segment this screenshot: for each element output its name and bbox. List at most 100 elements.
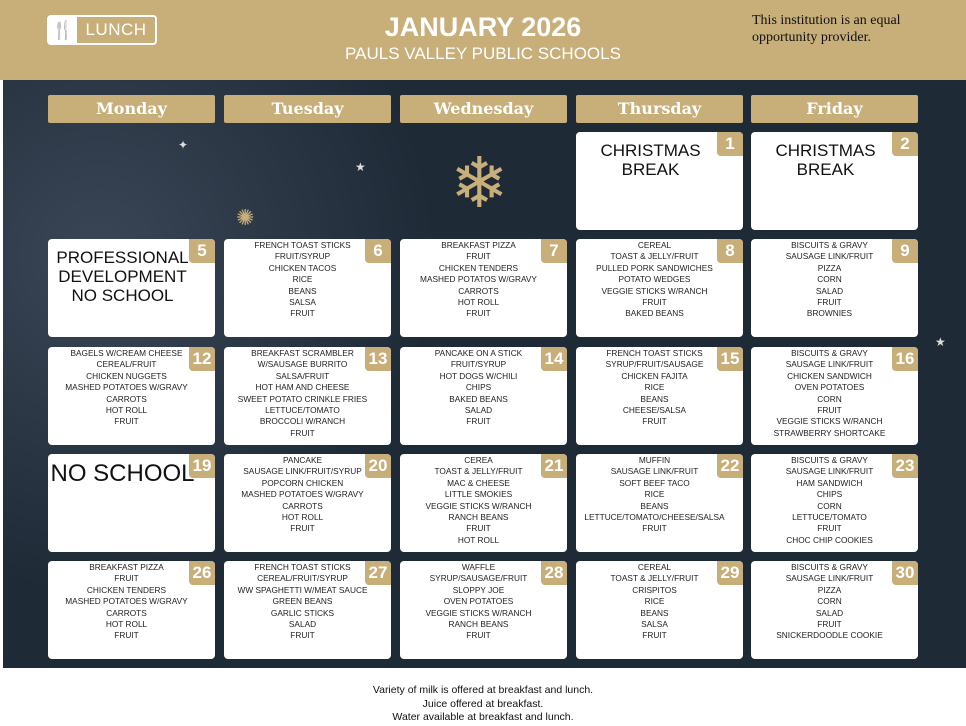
menu-item: VEGGIE STICKS W/RANCH (776, 416, 883, 427)
menu-item: CEREAL/FRUIT (96, 359, 157, 370)
menu-item: CARROTS (106, 393, 147, 404)
menu-item: SNICKERDOODLE COOKIE (776, 630, 883, 641)
menu-items: BISCUITS & GRAVY SAUSAGE LINK/FRUIT PIZZA C… (751, 562, 918, 642)
menu-item: CHIPS (816, 489, 843, 500)
menu-item: HOT ROLL (457, 297, 500, 308)
menu-item: TOAST & JELLY/FRUIT (610, 251, 699, 262)
menu-item: WAFFLE (461, 562, 496, 572)
menu-item: SALAD (815, 285, 844, 296)
menu-item: FRUIT/SYRUP (450, 359, 507, 370)
day-cell: 1 CHRISTMAS BREAK (576, 132, 743, 230)
star-icon: ✦ (178, 138, 189, 152)
day-number: 7 (541, 239, 567, 263)
snowflake-icon: ❄ (450, 144, 509, 222)
day-number: 6 (365, 239, 391, 263)
logo-label: LUNCH (85, 20, 147, 39)
day-number: 19 (189, 454, 215, 478)
menu-item: FRUIT (642, 630, 667, 641)
menu-item: TOAST & JELLY/FRUIT (434, 466, 523, 477)
menu-item: HOT ROLL (457, 534, 500, 545)
menu-item: FRUIT (817, 619, 842, 630)
menu-item: SALAD (815, 607, 844, 618)
footer-line: Juice offered at breakfast. (422, 697, 544, 710)
day-number: 13 (365, 347, 391, 371)
menu-items: BREAKFAST PIZZA FRUIT CHICKEN TENDERS MASHE… (48, 562, 215, 642)
menu-item: HOT ROLL (105, 405, 148, 416)
menu-item: CARROTS (282, 500, 323, 511)
day-number: 1 (717, 132, 743, 156)
menu-item: GREEN BEANS (272, 596, 333, 607)
day-cell: 28 WAFFLE SYRUP/SAUSAGE/FRUIT SLOPPY JOE OVE… (400, 561, 567, 659)
menu-item: POPCORN CHICKEN (261, 477, 344, 488)
menu-item: BROCCOLI W/RANCH (259, 416, 346, 427)
menu-item: PANCAKE ON A STICK (434, 348, 523, 358)
menu-item: BREAKFAST PIZZA (89, 562, 164, 572)
day-cell: 2 CHRISTMAS BREAK (751, 132, 918, 230)
menu-items: FRENCH TOAST STICKS FRUIT/SYRUP CHICKEN TA… (224, 240, 391, 320)
day-cell: 8 CEREAL TOAST & JELLY/FRUIT PULLED PORK SA… (576, 239, 743, 337)
day-cell: 13 BREAKFAST SCRAMBLER W/SAUSAGE BURRITO SA… (224, 347, 391, 445)
menu-item: FRENCH TOAST STICKS (254, 240, 351, 250)
menu-item: SAUSAGE LINK/FRUIT (610, 466, 699, 477)
day-cell: 14 PANCAKE ON A STICK FRUIT/SYRUP HOT DOGS … (400, 347, 567, 445)
menu-item: CHIPS (465, 382, 492, 393)
menu-item: BREAKFAST PIZZA (441, 240, 516, 250)
day-header-monday: Monday (48, 95, 215, 123)
day-number: 21 (541, 454, 567, 478)
menu-item: BREAKFAST SCRAMBLER (251, 348, 354, 358)
day-cell: 6 FRENCH TOAST STICKS FRUIT/SYRUP CHICKEN T… (224, 239, 391, 337)
menu-item: SYRUP/FRUIT/SAUSAGE (605, 359, 704, 370)
day-number: 15 (717, 347, 743, 371)
menu-item: CHICKEN TENDERS (86, 584, 167, 595)
day-cell: 19 NO SCHOOL (48, 454, 215, 552)
menu-item: SAUSAGE LINK/FRUIT (785, 573, 874, 584)
menu-item: SAUSAGE LINK/FRUIT (785, 251, 874, 262)
menu-item: CORN (817, 500, 842, 511)
menu-item: BAKED BEANS (625, 308, 684, 319)
menu-items: BISCUITS & GRAVY SAUSAGE LINK/FRUIT HAM SA… (751, 455, 918, 546)
menu-item: FRUIT (642, 297, 667, 308)
menu-item: MUFFIN (638, 455, 671, 465)
menu-item: LETTUCE/TOMATO (792, 512, 867, 523)
menu-item: FRUIT (817, 297, 842, 308)
menu-item: SALAD (288, 619, 317, 630)
menu-item: WW SPAGHETTI W/MEAT SAUCE (237, 584, 368, 595)
menu-item: BEANS (640, 393, 669, 404)
menu-item: BISCUITS & GRAVY (791, 455, 868, 465)
menu-item: CHOC CHIP COOKIES (786, 534, 873, 545)
menu-item: FRUIT (114, 630, 139, 641)
menu-item: SALSA (289, 297, 316, 308)
day-number: 27 (365, 561, 391, 585)
menu-item: MASHED POTATOS W/GRAVY (420, 274, 537, 285)
day-cell: 26 BREAKFAST PIZZA FRUIT CHICKEN TENDERS MAS… (48, 561, 215, 659)
day-cell: 12 BAGELS W/CREAM CHEESE CEREAL/FRUIT CHICK… (48, 347, 215, 445)
menu-item: HOT HAM AND CHEESE (255, 382, 350, 393)
menu-item: CHEESE/SALSA (622, 405, 687, 416)
menu-item: FRUIT (466, 308, 491, 319)
day-number: 20 (365, 454, 391, 478)
menu-item: BEANS (640, 607, 669, 618)
day-cell: 15 FRENCH TOAST STICKS SYRUP/FRUIT/SAUSAGE… (576, 347, 743, 445)
day-number: 30 (892, 561, 918, 585)
menu-item: SLOPPY JOE (452, 584, 505, 595)
menu-item: FRUIT (466, 523, 491, 534)
menu-item: LETTUCE/TOMATO/CHEESE/SALSA (584, 512, 725, 523)
day-number: 8 (717, 239, 743, 263)
lunch-logo: 🍴 LUNCH (47, 15, 157, 45)
day-header-thursday: Thursday (576, 95, 743, 123)
menu-items: BREAKFAST PIZZA FRUIT CHICKEN TENDERS MASHE… (400, 240, 567, 320)
day-cell: 30 BISCUITS & GRAVY SAUSAGE LINK/FRUIT PIZZ… (751, 561, 918, 659)
day-number: 23 (892, 454, 918, 478)
menu-item: CHICKEN TACOS (268, 262, 337, 273)
menu-item: CHICKEN SANDWICH (787, 370, 872, 381)
menu-item: CRISPITOS (632, 584, 677, 595)
menu-item: BEANS (288, 285, 317, 296)
menu-item: BISCUITS & GRAVY (791, 240, 868, 250)
day-cell: 29 CEREAL TOAST & JELLY/FRUIT CRISPITOS RICE… (576, 561, 743, 659)
day-number: 16 (892, 347, 918, 371)
menu-items: PANCAKE ON A STICK FRUIT/SYRUP HOT DOGS W/… (400, 348, 567, 428)
menu-item: FRUIT (817, 405, 842, 416)
menu-item: OVEN POTATOES (443, 596, 514, 607)
menu-item: MASHED POTATOES W/GRAVY (65, 382, 188, 393)
menu-item: MASHED POTATOES W/GRAVY (241, 489, 364, 500)
